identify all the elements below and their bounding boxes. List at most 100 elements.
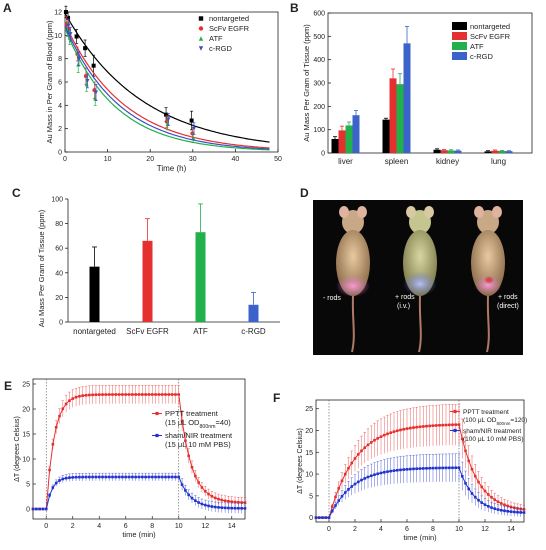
y-tick-label: 300 [313,81,325,88]
data-point [134,475,137,479]
data-point [111,475,114,479]
data-point [395,429,399,433]
data-point [464,449,467,453]
data-point [337,499,341,502]
data-point [340,479,344,483]
y-tick-label: 40 [55,270,63,277]
data-point [177,475,181,479]
data-point [379,435,383,438]
data-point [480,501,484,504]
data-point [473,474,477,478]
y-tick-label: 5 [26,482,30,489]
bar [345,125,353,153]
legend-swatch [452,22,467,30]
data-point [150,475,154,479]
data-point [366,443,370,447]
data-point [84,393,88,397]
y-tick-label: 5 [309,493,313,500]
data-point [366,475,370,479]
data-point [217,506,220,509]
data-point [506,509,510,513]
data-point [157,475,161,479]
data-point [134,393,137,396]
legend-swatch [452,42,467,50]
y-tick-label: 15 [305,450,313,457]
data-point [190,496,194,500]
legend-label: c-RGD [209,44,232,53]
data-point [227,506,230,510]
data-point [68,476,71,479]
category-label: c-RGD [241,327,266,336]
photo-label-2: + rods [395,294,415,301]
data-point [509,505,513,509]
panel-letter-f: F [273,391,280,405]
x-tick-label: 12 [481,526,489,533]
data-point [467,487,471,491]
data-point [441,466,445,470]
y-tick-label: 0 [58,150,62,157]
data-point [324,516,328,519]
data-point [389,469,393,473]
data-point [78,475,81,479]
data-point [197,501,200,504]
data-point [353,457,357,460]
y-tick-label: 8 [58,56,62,63]
bar [484,151,492,153]
bar [403,43,411,154]
legend-marker [198,16,204,21]
data-point [431,466,435,470]
category-label: nontargeted [73,327,116,336]
data-point [78,394,81,398]
x-tick-label: 8 [431,526,435,533]
y-tick-label: 0 [321,151,325,158]
data-point [373,473,376,477]
bar [142,240,153,322]
y-tick-label: 500 [313,34,325,41]
y-tick-label: 100 [313,127,325,134]
y-axis-label: Au Mass in Per Gram of Blood (ppm) [45,20,54,143]
data-point [94,393,98,397]
data-point [327,516,331,519]
x-tick-label: 0 [327,526,331,533]
data-point [104,475,108,479]
data-point [51,486,55,489]
y-tick-label: 12 [54,10,62,17]
data-point [496,500,500,504]
data-point [167,475,171,479]
data-point [91,393,94,397]
data-point [512,510,516,514]
y-tick-label: 2 [58,126,62,133]
chart-c: 0 20 40 60 80 100 Au Mass Per Gram of Tissue (… [37,197,280,336]
data-point [191,136,196,140]
data-point [240,507,243,510]
data-point [187,493,190,497]
legend-label: nontargeted [209,14,249,23]
data-point [467,459,471,463]
data-point [483,503,487,506]
data-point [124,393,128,396]
data-point [353,482,357,486]
data-point [428,466,432,470]
data-point [470,492,474,495]
data-point [213,505,217,509]
data-point [66,15,71,20]
legend-marker [198,36,204,41]
bar [195,232,206,322]
data-point [376,472,380,476]
data-point [425,467,428,470]
bar [505,151,513,153]
data-point [343,472,347,476]
y-tick-label: 100 [51,197,63,204]
data-point [470,467,474,471]
legend-detail: (100 μL 10 mM PBS) [463,436,524,443]
legend-label: ATF [209,34,223,43]
data-point [144,393,147,396]
data-point [444,423,448,427]
y-axis-label: ΔT (degrees Celsius) [297,428,304,494]
data-point [117,475,121,479]
data-point [421,467,425,470]
y-axis-label: Au Mass Per Gram of Tissue (ppm) [37,209,46,327]
data-point [428,424,432,428]
fit-line [64,25,270,150]
bar [454,150,462,153]
